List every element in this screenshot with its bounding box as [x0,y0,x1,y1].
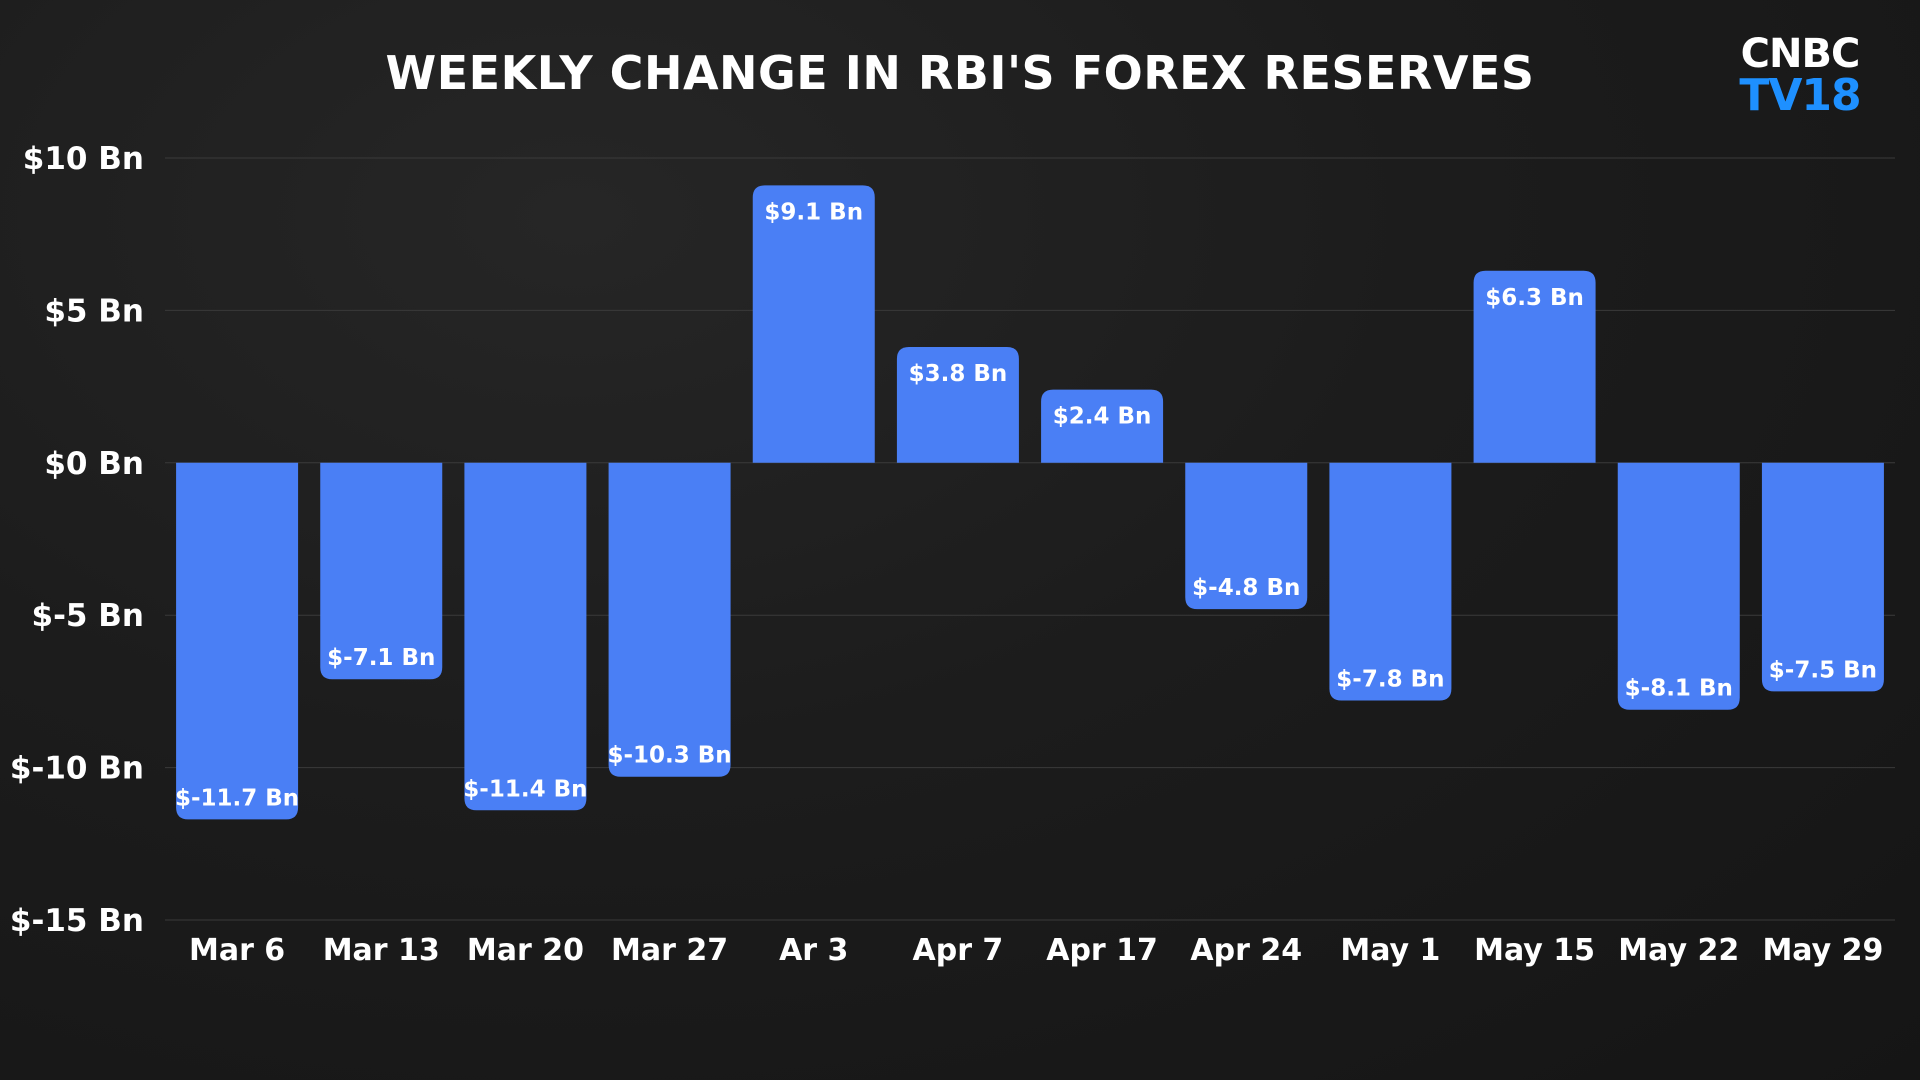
cnbc-tv18-logo: CNBC TV18 [1730,34,1870,118]
bar [1617,462,1740,710]
x-tick-label: Apr 24 [1190,933,1302,968]
x-tick-label: Mar 6 [189,933,285,968]
logo-line-2: TV18 [1739,70,1861,121]
bar [1329,462,1452,701]
y-tick-label: $10 Bn [23,141,144,177]
data-label: $6.3 Bn [1485,285,1584,311]
y-tick-label: $0 Bn [44,446,144,482]
y-tick-label: $-10 Bn [10,751,144,787]
bar [752,185,875,463]
data-label: $-10.3 Bn [607,743,731,769]
bar [1761,462,1884,692]
bar [1473,270,1596,463]
data-label: $-11.4 Bn [463,776,587,802]
x-tick-label: Apr 17 [1046,933,1158,968]
x-tick-label: Mar 13 [323,933,440,968]
x-tick-label: May 15 [1474,933,1595,968]
data-label: $-4.8 Bn [1192,575,1300,601]
data-label: $3.8 Bn [909,361,1008,387]
x-tick-label: May 1 [1340,933,1440,968]
x-tick-label: Apr 7 [913,933,1004,968]
y-tick-label: $-5 Bn [32,598,145,634]
bar [464,462,587,811]
data-label: $2.4 Bn [1053,404,1152,430]
data-label: $-7.5 Bn [1769,657,1877,683]
y-tick-label: $5 Bn [44,293,144,329]
data-label: $-7.1 Bn [327,645,435,671]
bar [608,462,731,777]
x-tick-label: May 22 [1618,933,1739,968]
bar [320,462,443,680]
bar [1041,389,1164,463]
bar [1185,462,1308,610]
x-tick-label: Ar 3 [779,933,848,968]
x-tick-label: Mar 27 [611,933,728,968]
bar [896,346,1019,463]
logo-line-1: CNBC [1740,31,1861,77]
data-label: $9.1 Bn [764,199,863,225]
chart-title: WEEKLY CHANGE IN RBI'S FOREX RESERVES [385,46,1535,100]
x-tick-label: Mar 20 [467,933,584,968]
data-label: $-7.8 Bn [1336,667,1444,693]
data-label: $-11.7 Bn [175,785,299,811]
data-label: $-8.1 Bn [1625,676,1733,702]
x-tick-label: May 29 [1762,933,1883,968]
y-tick-label: $-15 Bn [10,903,144,939]
bar [176,462,299,820]
